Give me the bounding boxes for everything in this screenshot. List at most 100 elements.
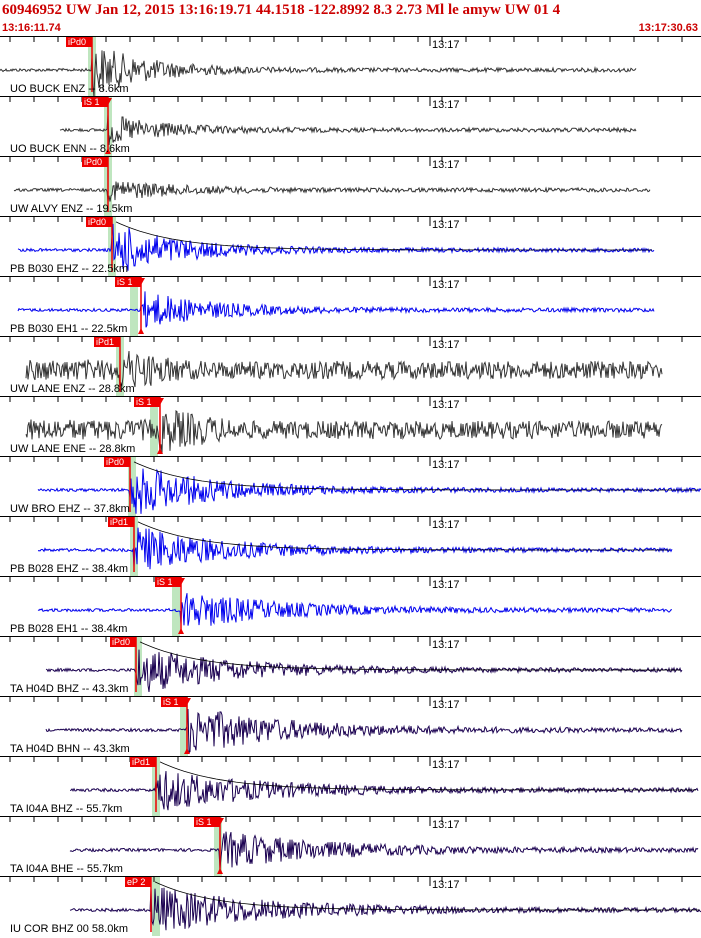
pick-triangle (178, 628, 184, 634)
phase-pick-box (66, 37, 92, 47)
pick-window-band (130, 276, 138, 336)
coda-fit-curve (137, 521, 670, 551)
minute-label: 13:17 (432, 159, 460, 171)
pick-triangle (157, 448, 163, 454)
phase-pick-label: eP 2 (127, 877, 145, 887)
phase-pick-label: iPd0 (112, 637, 130, 647)
trace-row: 13:17 iS 1 TA I04A BHE -- 55.7km (0, 816, 701, 875)
trace-row: 13:17 eP 2 IU COR BHZ 00 58.0km (0, 876, 701, 935)
phase-pick-box (82, 157, 108, 167)
coda-fit-lines (115, 221, 699, 911)
seismogram-panel[interactable]: 13:17 iPd0 UO BUCK ENZ -- 8.6km 13:17 iS 1 UO… (0, 36, 701, 938)
phase-pick-label: iPd1 (110, 517, 128, 527)
pick-window-band (180, 696, 188, 756)
trace-row: 13:17 iPd1 PB B028 EHZ -- 38.4km (0, 516, 701, 575)
trace-row: 13:17 iPd0 TA H04D BHZ -- 43.3km (0, 636, 701, 695)
station-label: PB B028 EHZ -- 38.4km (10, 563, 128, 575)
pick-window-band (150, 396, 158, 456)
phase-pick[interactable]: iS 1 (82, 97, 112, 154)
pick-triangle (217, 868, 223, 874)
trace-row: 13:17 iS 1 PB B028 EH1 -- 38.4km (0, 576, 701, 635)
pick-window-band (134, 636, 142, 696)
waveform-trace (13, 181, 651, 202)
pick-triangle (104, 98, 112, 105)
phase-pick-box (94, 337, 120, 347)
phase-pick[interactable]: iPd1 (108, 517, 135, 572)
phase-pick[interactable]: iPd0 (104, 457, 131, 512)
station-label: PB B028 EH1 -- 38.4km (10, 623, 127, 635)
waveform-trace (37, 593, 672, 626)
waveform-trace (17, 223, 655, 271)
pick-window-band (172, 576, 180, 636)
pick-triangle (177, 578, 185, 585)
station-label: UW LANE ENE -- 28.8km (10, 443, 135, 455)
phase-pick-label: iS 1 (196, 817, 212, 827)
waveform-trace (25, 410, 663, 454)
trace-row: 13:17 iS 1 UO BUCK ENN -- 8.6km (0, 96, 701, 155)
phase-pick[interactable]: iPd1 (94, 337, 121, 392)
station-label: TA I04A BHZ -- 55.7km (10, 803, 122, 815)
station-label: UW ALVY ENZ -- 19.5km (10, 203, 132, 215)
phase-pick[interactable]: eP 2 (125, 877, 152, 932)
phase-pick-box (82, 97, 108, 107)
minute-label: 13:17 (432, 279, 460, 291)
phase-pick-label: iPd1 (96, 337, 114, 347)
phase-pick-box (115, 277, 141, 287)
pick-triangle (138, 328, 144, 334)
phase-pick[interactable]: iPd0 (110, 637, 137, 692)
phase-pick[interactable]: iPd0 (66, 37, 93, 92)
phase-pick[interactable]: iS 1 (134, 397, 164, 454)
trace-row: 13:17 iS 1 PB B030 EH1 -- 22.5km (0, 276, 701, 335)
trace-row: 13:17 iPd1 UW LANE ENZ -- 28.8km (0, 336, 701, 395)
waveform-trace (37, 468, 701, 514)
phase-pick[interactable]: iS 1 (155, 577, 185, 634)
trace-row: 13:17 iPd0 UW BRO EHZ -- 37.8km (0, 456, 701, 515)
waveform-trace (59, 114, 637, 146)
pick-triangle (184, 748, 190, 754)
waveform-trace (69, 771, 699, 811)
station-label: TA I04A BHE -- 55.7km (10, 863, 123, 875)
phase-pick-box (108, 517, 134, 527)
station-label: UW LANE ENZ -- 28.8km (10, 383, 135, 395)
minute-label: 13:17 (432, 339, 460, 351)
phase-pick[interactable]: iS 1 (161, 697, 191, 754)
phase-pick-label: iS 1 (157, 577, 173, 587)
phase-pick[interactable]: iPd0 (86, 217, 113, 272)
phase-pick-label: iPd0 (68, 37, 86, 47)
station-label: UO BUCK ENN -- 8.6km (10, 143, 130, 155)
minute-label: 13:17 (432, 639, 460, 651)
trace-rows: 13:17 iPd0 UO BUCK ENZ -- 8.6km 13:17 iS 1 UO… (0, 36, 701, 935)
waveform-trace (25, 350, 663, 388)
phase-pick[interactable]: iPd0 (82, 157, 109, 212)
waveform-trace (17, 291, 655, 328)
trace-row: 13:17 iS 1 TA H04D BHN -- 43.3km (0, 696, 701, 755)
trace-row: 13:17 iPd1 TA I04A BHZ -- 55.7km (0, 756, 701, 815)
plot-header: 60946952 UW Jan 12, 2015 13:16:19.71 44.… (0, 0, 701, 36)
minute-label: 13:17 (432, 759, 460, 771)
phase-pick-label: iPd0 (88, 217, 106, 227)
phase-pick[interactable]: iS 1 (194, 817, 224, 874)
pick-triangle (105, 148, 111, 154)
station-label: IU COR BHZ 00 58.0km (10, 923, 128, 935)
trace-row: 13:17 iPd0 PB B030 EHZ -- 22.5km (0, 216, 701, 275)
station-label: TA H04D BHZ -- 43.3km (10, 683, 128, 695)
minute-label: 13:17 (432, 699, 460, 711)
pick-triangle (216, 818, 224, 825)
phase-pick-label: iS 1 (84, 97, 100, 107)
minute-label: 13:17 (432, 819, 460, 831)
pick-window-band (214, 816, 222, 876)
minute-label: 13:17 (432, 219, 460, 231)
event-title: 60946952 UW Jan 12, 2015 13:16:19.71 44.… (2, 2, 561, 18)
end-time-label: 13:17:30.63 (638, 22, 698, 34)
phase-pick-box (110, 637, 136, 647)
phase-pick[interactable]: iPd1 (130, 757, 157, 812)
coda-fit-curve (159, 761, 696, 791)
phase-pick-box (194, 817, 220, 827)
minute-label: 13:17 (432, 579, 460, 591)
coda-fit-curve (133, 461, 698, 491)
phase-pick-label: iS 1 (136, 397, 152, 407)
phase-pick[interactable]: iS 1 (115, 277, 145, 334)
station-label: UO BUCK ENZ -- 8.6km (10, 83, 129, 95)
start-time-label: 13:16:11.74 (2, 22, 61, 34)
station-label: PB B030 EHZ -- 22.5km (10, 263, 128, 275)
